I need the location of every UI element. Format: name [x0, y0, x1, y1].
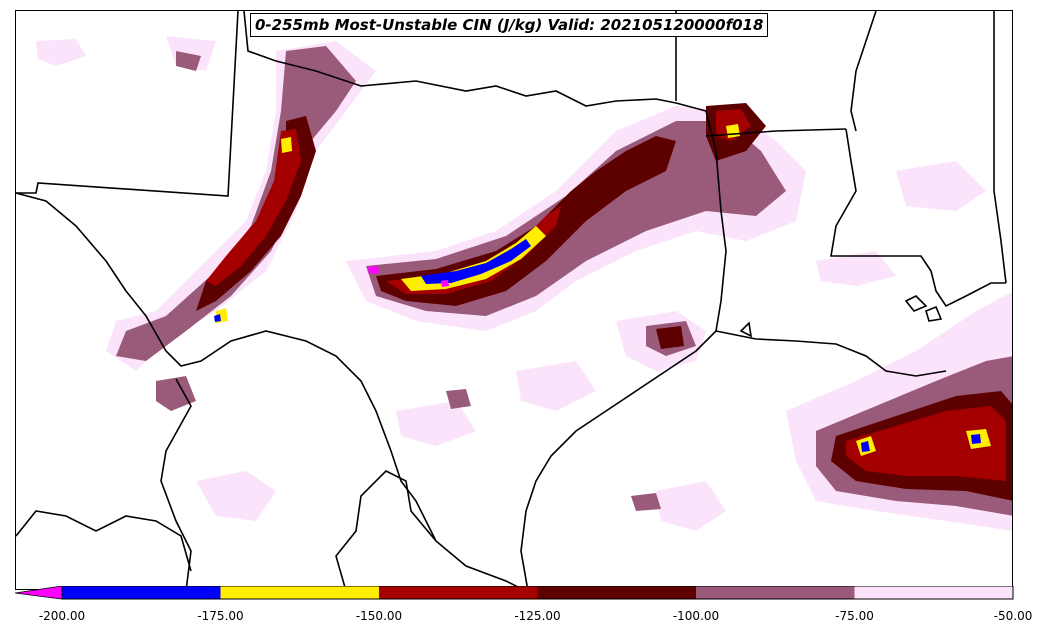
colorbar-tick-label: -75.00 [835, 609, 874, 623]
map-panel [15, 10, 1013, 590]
colorbar-bin-2 [379, 586, 538, 599]
colorbar-tick-label: -200.00 [38, 609, 86, 623]
cin-band-magenta [368, 266, 449, 287]
colorbar-bin-0 [62, 586, 221, 599]
cin-band-blue [214, 239, 981, 452]
colorbar-under-triangle [15, 586, 63, 600]
colorbar-tick-label: -50.00 [993, 609, 1033, 623]
colorbar-bins [62, 586, 1013, 599]
colorbar-tick-label: -100.00 [672, 609, 720, 623]
map-title: 0-255mb Most-Unstable CIN (J/kg) Valid: … [250, 13, 769, 37]
state-country-boundaries [16, 11, 1007, 589]
colorbar-bin-4 [696, 586, 855, 599]
colorbar-bin-1 [220, 586, 379, 599]
colorbar-bin-5 [854, 586, 1013, 599]
colorbar-bin-3 [537, 586, 696, 599]
colorbar-tick-label: -125.00 [514, 609, 561, 623]
cin-field-map [16, 11, 1012, 589]
colorbar-tick-label: -150.00 [355, 609, 403, 623]
colorbar [15, 586, 1014, 600]
colorbar-outline [61, 586, 1014, 600]
colorbar-tick-label: -175.00 [197, 609, 244, 623]
